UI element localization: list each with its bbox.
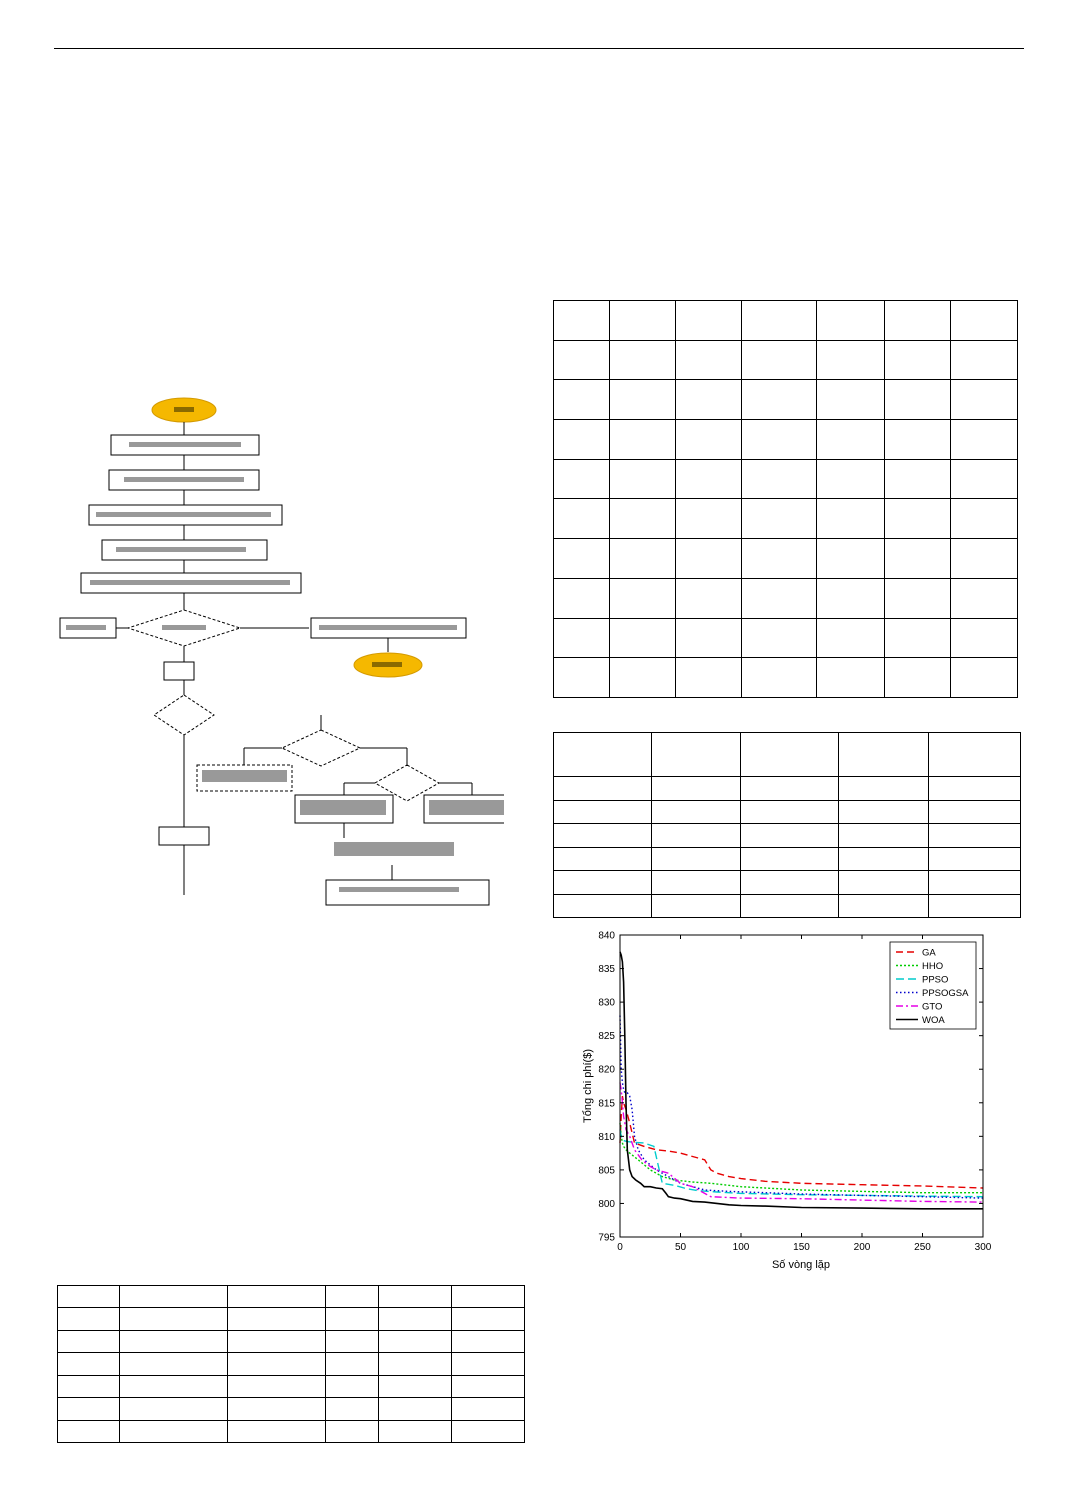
legend-label: WOA [922, 1015, 945, 1026]
table-row [553, 577, 1018, 619]
flow-box [325, 879, 490, 906]
table-row [553, 300, 1018, 341]
series-line-ppso [619, 1129, 984, 1198]
table-bottom-left [57, 1284, 525, 1444]
y-tick-label: 815 [598, 1098, 615, 1109]
table-row [553, 458, 1018, 500]
table-row [57, 1329, 525, 1354]
table-row [57, 1419, 525, 1444]
table-top-right [553, 300, 1018, 698]
y-tick-label: 835 [598, 964, 615, 975]
table-row [57, 1374, 525, 1399]
series-line-ppsogsa [619, 1015, 984, 1199]
x-tick-label: 50 [675, 1242, 687, 1253]
y-tick-label: 840 [598, 931, 615, 942]
table-row [57, 1307, 525, 1331]
legend-label: GA [922, 948, 936, 959]
x-tick-label: 200 [854, 1242, 871, 1253]
table-row [57, 1397, 525, 1421]
table-row [553, 419, 1018, 460]
table-row [553, 870, 1021, 895]
table-row [553, 538, 1018, 579]
series-line-ga [619, 1095, 984, 1189]
x-tick-label: 250 [914, 1242, 931, 1253]
table-row [553, 846, 1021, 871]
legend: GA HHO PPSO PPSOGSA GTO WOA [889, 941, 977, 1030]
y-tick-label: 800 [598, 1199, 615, 1210]
flow-decision [280, 729, 362, 767]
table-middle-right [553, 732, 1021, 918]
x-axis-label: Số vòng lặp [772, 1259, 830, 1271]
table-row [553, 732, 1021, 777]
table-row [553, 379, 1018, 421]
y-tick-label: 810 [598, 1132, 615, 1143]
table-row [553, 823, 1021, 848]
legend-label: PPSO [922, 975, 948, 986]
table-row [553, 339, 1018, 381]
y-tick-label: 795 [598, 1233, 615, 1244]
table-row [57, 1284, 525, 1309]
x-tick-label: 300 [975, 1242, 992, 1253]
flowchart [59, 397, 504, 906]
table-row [553, 776, 1021, 801]
flow-box [158, 826, 210, 846]
table-row [553, 893, 1021, 918]
table-row [553, 617, 1018, 659]
table-row [57, 1352, 525, 1376]
convergence-chart: 0 50 100 150 200 250 300 795 800 805 810 815 820 825 8… [582, 931, 992, 1272]
legend-box [889, 941, 977, 1030]
y-tick-label: 830 [598, 998, 615, 1009]
y-axis-label: Tổng chi phí($) [582, 1049, 594, 1123]
series-line-woa [619, 951, 983, 1210]
flow-box [163, 661, 195, 681]
y-tick-label: 805 [598, 1165, 615, 1176]
legend-label: GTO [922, 1002, 942, 1013]
legend-label: PPSOGSA [922, 988, 969, 999]
table-row [553, 498, 1018, 540]
x-tick-label: 100 [733, 1242, 750, 1253]
header-rule [54, 48, 1024, 49]
legend-label: HHO [922, 961, 943, 972]
table-row [553, 657, 1018, 698]
y-tick-label: 825 [598, 1031, 615, 1042]
series-line-gto [619, 1082, 984, 1203]
x-tick-label: 150 [793, 1242, 810, 1253]
x-tick-label: 0 [617, 1242, 623, 1253]
flow-decision [153, 694, 215, 736]
table-row [553, 799, 1021, 824]
y-tick-label: 820 [598, 1065, 615, 1076]
series-line-hho [619, 1122, 983, 1194]
flow-decision [373, 764, 441, 802]
